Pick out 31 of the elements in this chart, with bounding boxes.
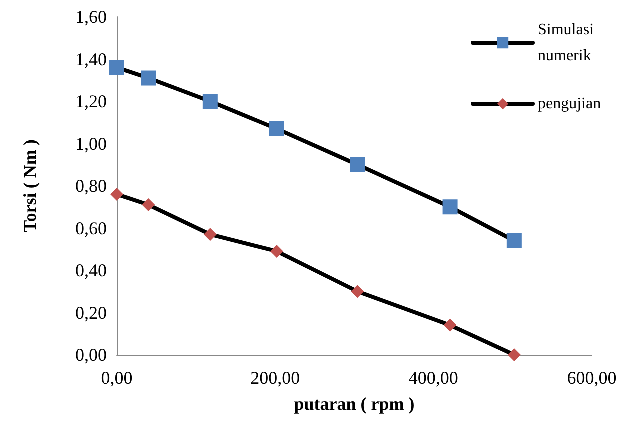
point [142,198,156,212]
x-axis-title: putaran ( rpm ) [294,394,415,414]
point [350,157,366,172]
point [110,60,124,76]
y-tick-label: 0,60 [76,218,107,238]
y-axis-title: Torsi ( Nm ) [20,140,40,232]
x-tick-label: 0,00 [101,368,133,388]
y-tick-label: 0,40 [76,260,107,280]
point [141,70,156,86]
point [269,121,284,136]
x-tick-label: 200,00 [250,368,300,388]
point [202,94,218,109]
x-tick-label: 600,00 [567,368,617,388]
point [351,285,364,298]
legend-label: pengujian [538,96,602,112]
point [508,348,521,362]
y-tick-label: 1,60 [76,7,107,27]
x-tick-label: 400,00 [408,368,458,388]
point [506,233,522,248]
y-tick-label: 1,00 [76,134,107,154]
legend-label: Simulasi numerik [538,22,598,64]
y-tick-label: 0,20 [76,302,107,323]
point [442,200,458,215]
point [110,188,124,201]
y-tick-label: 1,40 [76,49,107,70]
point [444,318,457,332]
point [204,228,217,242]
point [270,244,284,258]
y-tick-label: 0,80 [76,176,107,196]
y-tick-label: 1,20 [76,92,107,112]
y-tick-label: 0,00 [76,345,107,365]
